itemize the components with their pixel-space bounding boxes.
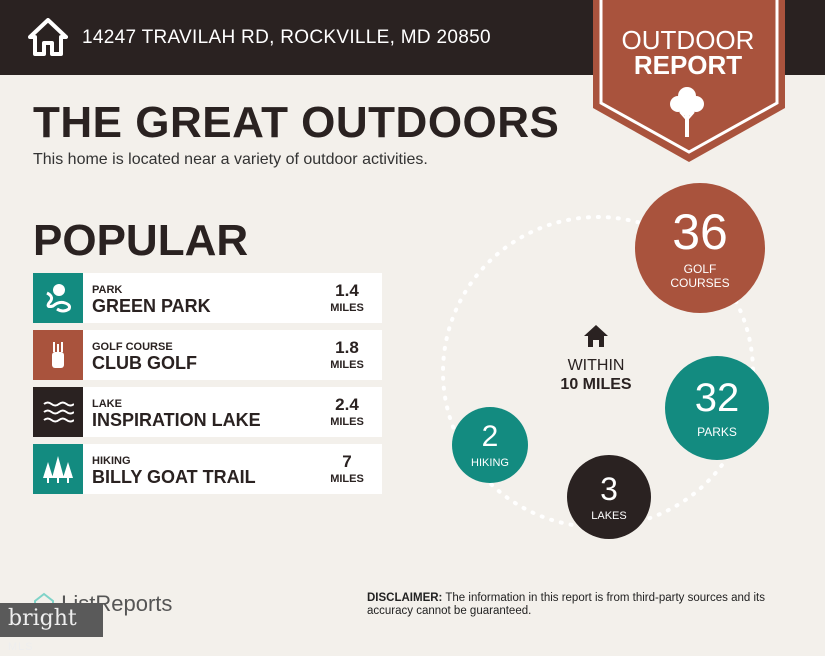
item-name: BILLY GOAT TRAIL [92,467,256,487]
golf-label1: GOLF [683,262,717,276]
item-category: GOLF COURSE [92,341,173,353]
within-distance: 10 MILES [560,376,632,393]
lakes-label: LAKES [591,510,627,522]
item-unit: MILES [330,416,364,428]
disclaimer-text: The information in this report is from t… [367,592,765,617]
parks-label: PARKS [697,425,737,439]
list-item[interactable]: PARK GREEN PARK 1.4 MILES [33,273,382,323]
item-unit: MILES [330,359,364,371]
item-category: HIKING [92,455,131,467]
trees-icon [33,444,83,494]
bright-mls-watermark: bright MLS [0,603,103,653]
item-name: INSPIRATION LAKE [92,410,261,430]
lakes-count-circle: 3 LAKES [567,455,651,539]
waves-icon [33,387,83,437]
disclaimer: DISCLAIMER: The information in this repo… [367,592,797,618]
hiking-count-circle: 2 HIKING [452,407,528,483]
within-label: WITHIN [567,357,625,374]
lakes-count: 3 [600,471,618,507]
item-name: CLUB GOLF [92,353,197,373]
page-subtitle: This home is located near a variety of o… [33,151,428,168]
golf-count: 36 [672,204,728,260]
popular-heading: POPULAR [33,216,249,265]
home-icon [584,325,608,347]
golf-courses-count-circle: 36 GOLF COURSES [635,183,765,313]
item-distance: 7 [342,452,352,471]
property-address: 14247 TRAVILAH RD, ROCKVILLE, MD 20850 [82,27,491,48]
item-distance: 2.4 [335,395,359,414]
tree-icon [670,87,704,137]
item-category: PARK [92,284,123,296]
golf-label2: COURSES [670,276,730,290]
item-name: GREEN PARK [92,296,211,316]
item-unit: MILES [330,473,364,485]
item-distance: 1.4 [335,281,359,300]
golf-bag-icon [33,330,83,380]
badge-line2: REPORT [633,50,743,80]
list-item[interactable]: HIKING BILLY GOAT TRAIL 7 MILES [33,444,382,494]
page-title: THE GREAT OUTDOORS [33,98,560,147]
list-item[interactable]: LAKE INSPIRATION LAKE 2.4 MILES [33,387,382,437]
disclaimer-label: DISCLAIMER: [367,592,443,604]
item-distance: 1.8 [335,338,359,357]
hiking-label: HIKING [471,457,509,469]
list-item[interactable]: GOLF COURSE CLUB GOLF 1.8 MILES [33,330,382,380]
hiking-count: 2 [481,420,499,453]
outdoor-report-badge [593,0,785,162]
mls-suffix: MLS [8,641,34,653]
parks-count-circle: 32 PARKS [665,356,769,460]
badge-line1: OUTDOOR [621,25,755,55]
parks-count: 32 [694,376,740,420]
item-unit: MILES [330,302,364,314]
mls-brand: bright [8,606,77,631]
park-icon [33,273,83,323]
item-category: LAKE [92,398,122,410]
home-icon [28,18,68,56]
